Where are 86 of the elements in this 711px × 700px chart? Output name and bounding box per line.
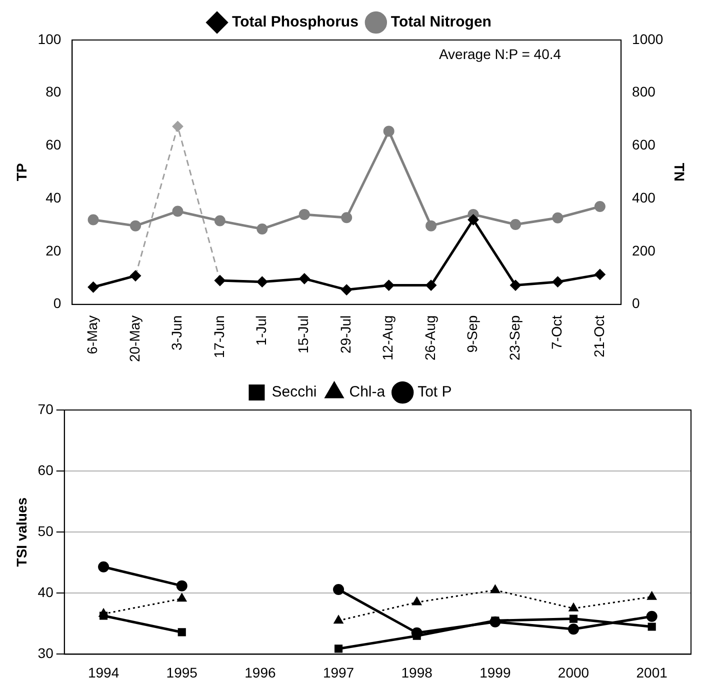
y2-axis-title: TN <box>672 162 688 182</box>
point <box>383 126 394 137</box>
x-tick-label: 1998 <box>401 664 433 680</box>
x-tick-label: 1996 <box>244 664 276 680</box>
point <box>568 624 580 635</box>
x-tick-label: 20-May <box>126 315 142 362</box>
y-tick-label: 40 <box>46 189 62 206</box>
legend-label: Chl-a <box>349 384 386 401</box>
x-tick-label: 26-Aug <box>422 315 438 360</box>
point <box>490 584 500 594</box>
point <box>552 276 564 288</box>
point <box>426 220 437 232</box>
x-tick-label: 6-May <box>84 315 100 354</box>
y2-tick-label: 1000 <box>632 30 664 47</box>
point <box>333 584 344 595</box>
point <box>552 212 564 224</box>
y-tick-label: 20 <box>46 242 62 258</box>
y2-tick-label: 600 <box>632 136 656 153</box>
legend-label: Total Phosphorus <box>232 14 358 31</box>
point <box>176 580 188 592</box>
y-tick-label: 0 <box>53 295 62 312</box>
point <box>178 628 186 636</box>
point <box>334 644 343 653</box>
legend-label: Secchi <box>272 384 317 401</box>
x-tick-label: 1997 <box>322 664 354 680</box>
x-tick-label: 2001 <box>636 664 668 680</box>
point <box>100 612 108 620</box>
point <box>569 614 578 623</box>
point <box>648 622 656 631</box>
point <box>88 214 99 226</box>
x-tick-label: 1995 <box>166 664 198 680</box>
point <box>98 561 110 572</box>
point <box>172 120 184 132</box>
point <box>130 220 141 232</box>
x-tick-label: 17-Jun <box>210 315 227 358</box>
y-tick-label: 100 <box>38 30 62 47</box>
x-tick-label: 15-Jul <box>295 315 312 354</box>
x-tick-label: 29-Jul <box>337 315 354 354</box>
point <box>412 596 422 606</box>
point <box>298 208 310 220</box>
y2-tick-label: 800 <box>632 84 656 100</box>
legend-label: Total Nitrogen <box>390 14 492 31</box>
x-tick-label: 1994 <box>88 664 120 680</box>
point <box>510 280 521 291</box>
x-tick-label: 3-Jun <box>168 315 185 350</box>
annotation: Average N:P = 40.4 <box>438 46 562 62</box>
point <box>88 282 99 293</box>
y-tick-label: 60 <box>38 462 54 478</box>
point <box>510 218 521 230</box>
point <box>646 610 658 622</box>
y-tick-label: 80 <box>46 84 62 100</box>
y2-tick-label: 200 <box>632 242 656 258</box>
point <box>341 284 352 296</box>
x-tick-label: 7-Oct <box>548 315 565 350</box>
point <box>172 206 184 217</box>
point <box>256 276 268 288</box>
x-tick-label: 21-Oct <box>590 315 607 358</box>
point <box>594 201 606 212</box>
legend-label: Tot P <box>418 384 452 401</box>
point <box>298 273 310 284</box>
y-tick-label: 40 <box>38 584 54 600</box>
point <box>568 602 578 612</box>
x-tick-label: 2000 <box>558 664 590 680</box>
y-axis-title: TP <box>13 163 30 182</box>
point <box>341 212 352 224</box>
y-tick-label: 30 <box>38 645 54 662</box>
point <box>177 593 187 602</box>
point <box>647 591 657 600</box>
point <box>256 223 268 234</box>
y-axis-title: TSI values <box>13 497 30 567</box>
x-tick-label: 1999 <box>480 664 511 680</box>
point <box>334 615 344 624</box>
point <box>594 268 606 280</box>
x-tick-label: 1-Jul <box>253 315 270 346</box>
point <box>426 280 437 291</box>
y2-tick-label: 400 <box>632 189 656 206</box>
point <box>214 215 226 226</box>
x-tick-label: 9-Sep <box>464 315 480 353</box>
x-tick-label: 23-Sep <box>506 315 522 360</box>
y2-tick-label: 0 <box>632 295 640 312</box>
y-tick-label: 60 <box>46 136 62 153</box>
point <box>468 214 479 226</box>
y-tick-label: 50 <box>38 522 54 539</box>
y-tick-label: 70 <box>38 400 54 417</box>
x-tick-label: 12-Aug <box>380 315 396 360</box>
point <box>383 280 394 291</box>
